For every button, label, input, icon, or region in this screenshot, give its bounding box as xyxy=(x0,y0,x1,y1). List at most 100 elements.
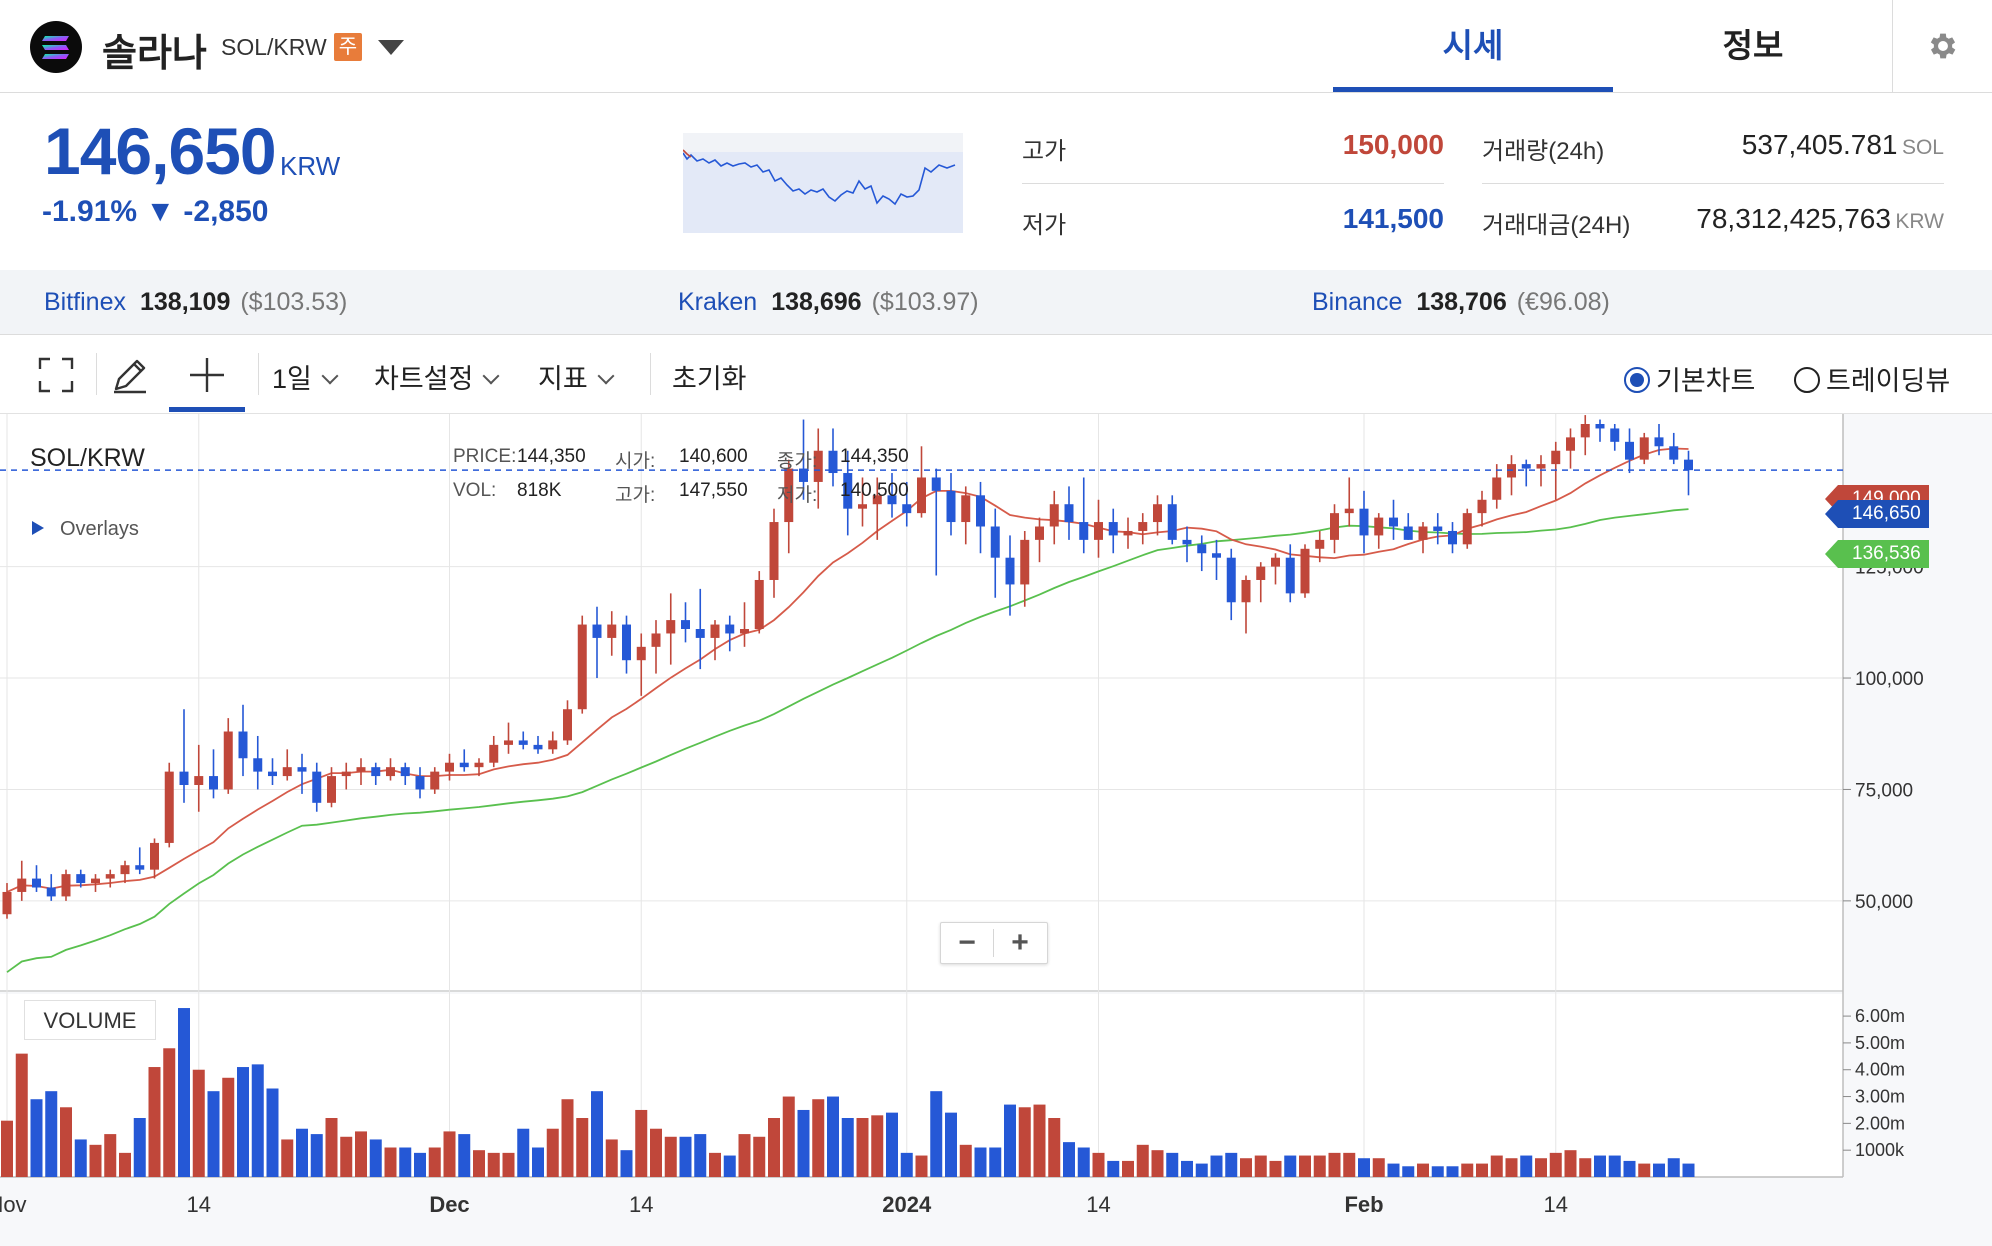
candle-body xyxy=(917,477,926,514)
ohlc-high-value: 147,550 xyxy=(679,480,748,501)
exchange-name[interactable]: Kraken xyxy=(678,288,758,316)
candle-body xyxy=(533,744,543,750)
volume-bar xyxy=(856,1118,869,1177)
candle-body xyxy=(725,624,735,634)
volume-bar xyxy=(340,1136,353,1177)
candle-body xyxy=(1315,539,1325,549)
volume-bar xyxy=(1240,1158,1252,1177)
settings-button[interactable] xyxy=(1892,0,1992,92)
sparkline-chart xyxy=(683,133,963,233)
volume-tick-label: 3.00m xyxy=(1855,1087,1905,1107)
candle-body xyxy=(1123,530,1133,536)
exchange-binance: Binance 138,706 (€96.08) xyxy=(1312,288,1610,317)
ohlc-low-value: 140,500 xyxy=(840,480,909,501)
candle-body xyxy=(253,758,263,772)
volume-bar xyxy=(1667,1158,1680,1177)
volume-bar xyxy=(1299,1155,1311,1177)
indicators-dropdown[interactable]: 지표 xyxy=(538,357,615,396)
coin-name: 솔라나 xyxy=(102,33,207,75)
volume-bar xyxy=(1476,1163,1488,1177)
candle-body xyxy=(223,731,233,790)
radio-unselected-icon xyxy=(1794,366,1820,393)
volume-bar xyxy=(74,1139,87,1177)
radio-tradingview-label: 트레이딩뷰 xyxy=(1826,366,1951,396)
candle-body xyxy=(902,504,912,514)
candle-body xyxy=(1094,522,1103,540)
ohlc-open-label: 시가: xyxy=(615,451,656,472)
volume-tick-label: 2.00m xyxy=(1855,1113,1905,1133)
candle-body xyxy=(312,771,322,803)
price-chart[interactable]: 125,000 100,000 75,000 50,000 6.00m 5.00m 4.00… xyxy=(0,414,1992,1246)
candle-body xyxy=(607,624,617,638)
volume-bar xyxy=(266,1088,279,1177)
volume-bar xyxy=(1063,1142,1075,1177)
candle-body xyxy=(120,865,130,875)
turnover-unit: KRW xyxy=(1895,210,1944,233)
volume-bar xyxy=(532,1147,544,1177)
candlestick-chart[interactable]: 125,000100,00075,00050,0006.00m5.00m4.00… xyxy=(0,414,1992,1246)
candle-body xyxy=(577,624,587,710)
candle-body xyxy=(651,633,661,647)
exchange-name[interactable]: Binance xyxy=(1312,288,1403,316)
candle-body xyxy=(636,646,646,661)
crosshair-icon[interactable] xyxy=(187,355,227,395)
last-price-tag: 146,650 xyxy=(1825,500,1929,528)
volume-bar xyxy=(1505,1158,1518,1177)
candle-body xyxy=(2,891,12,915)
chart-toolbar: 1일 차트설정 지표 초기화 기본차트 트레이딩뷰 xyxy=(0,335,1992,414)
x-tick-label: Dec xyxy=(429,1192,469,1217)
volume-bar xyxy=(915,1155,928,1177)
candle-body xyxy=(179,771,189,785)
volume-bar xyxy=(1564,1150,1577,1177)
chevron-down-icon xyxy=(597,367,615,385)
tab-info[interactable]: 정보 xyxy=(1722,27,1784,64)
volume-bar xyxy=(812,1099,825,1177)
candle-body xyxy=(740,629,749,634)
overlays-toggle[interactable]: Overlays xyxy=(32,518,139,541)
volume-bar xyxy=(487,1152,500,1177)
candle-body xyxy=(194,776,204,785)
volume-bar xyxy=(709,1152,721,1177)
volume-bar xyxy=(1608,1155,1621,1177)
candle-body xyxy=(282,767,292,777)
candle-body xyxy=(961,495,971,523)
radio-tradingview[interactable]: 트레이딩뷰 xyxy=(1794,359,1950,398)
y-tick-label: 50,000 xyxy=(1855,892,1913,913)
ohlc-price-label: PRICE: xyxy=(453,446,517,467)
exchange-usd: ($103.97) xyxy=(871,288,979,316)
zoom-out-button[interactable]: − xyxy=(958,926,976,959)
volume-bar xyxy=(738,1134,751,1177)
volume-bar xyxy=(945,1112,957,1177)
candle-body xyxy=(1536,464,1546,469)
exchange-name[interactable]: Bitfinex xyxy=(44,288,126,316)
volume-bar xyxy=(1136,1144,1149,1177)
exchange-bitfinex: Bitfinex 138,109 ($103.53) xyxy=(44,288,347,317)
candle-body xyxy=(474,762,484,768)
volume-bar xyxy=(576,1118,589,1177)
draw-pencil-icon[interactable] xyxy=(110,355,150,395)
low-value: 141,500 xyxy=(1342,203,1444,234)
candle-body xyxy=(1654,437,1664,447)
volume-bar xyxy=(591,1091,603,1177)
reset-button[interactable]: 초기화 xyxy=(672,364,747,394)
candle-body xyxy=(1389,517,1398,527)
coin-dropdown-icon[interactable] xyxy=(378,40,404,55)
candle-body xyxy=(1049,504,1059,527)
candle-body xyxy=(1359,508,1369,536)
chart-settings-dropdown[interactable]: 차트설정 xyxy=(374,357,500,396)
candle-body xyxy=(828,450,838,474)
candle-body xyxy=(872,495,882,505)
interval-dropdown[interactable]: 1일 xyxy=(272,357,339,396)
volume-bar xyxy=(605,1139,618,1177)
volume-bar xyxy=(133,1118,146,1177)
zoom-in-button[interactable]: + xyxy=(1011,926,1029,959)
radio-selected-icon xyxy=(1624,366,1650,393)
candle-body xyxy=(931,477,941,491)
radio-basic-chart[interactable]: 기본차트 xyxy=(1624,359,1755,398)
y-tick-label: 100,000 xyxy=(1855,669,1924,690)
x-tick-label: 14 xyxy=(187,1192,211,1217)
fullscreen-icon[interactable] xyxy=(36,355,76,395)
candle-body xyxy=(1212,553,1221,558)
tab-price[interactable]: 시세 xyxy=(1333,0,1613,92)
volume-bar xyxy=(148,1067,161,1177)
